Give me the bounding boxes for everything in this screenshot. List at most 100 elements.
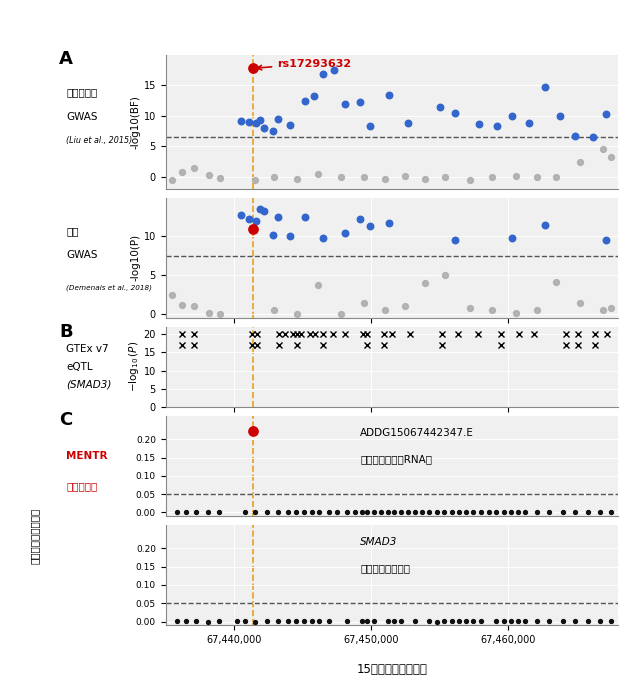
Point [336, 308, 346, 319]
Point [606, 302, 616, 313]
Point [255, 114, 265, 125]
Point [290, 507, 301, 518]
Point [484, 506, 494, 517]
Point [268, 126, 278, 137]
Point [168, 174, 178, 185]
Point [506, 616, 516, 627]
Point [606, 506, 616, 517]
Point [250, 507, 260, 518]
Point [380, 305, 390, 316]
Text: A: A [59, 49, 73, 67]
Point [357, 506, 367, 517]
Point [244, 117, 254, 128]
Point [355, 96, 366, 107]
Point [598, 305, 608, 316]
Point [313, 279, 323, 290]
Text: GTEx v7: GTEx v7 [66, 344, 109, 354]
Point [341, 507, 352, 518]
Point [215, 308, 225, 319]
Text: ADDG15067442347.E: ADDG15067442347.E [360, 428, 474, 438]
Point [454, 616, 464, 627]
Text: GWAS: GWAS [66, 111, 97, 122]
Text: GWAS: GWAS [66, 250, 97, 260]
Point [250, 175, 260, 186]
Point [417, 506, 427, 517]
Point [424, 616, 434, 627]
Point [273, 212, 283, 223]
Point [468, 616, 478, 627]
Point [262, 506, 272, 517]
Point [292, 308, 303, 319]
Point [290, 616, 301, 627]
Point [299, 506, 309, 517]
Point [285, 231, 296, 242]
Point [551, 172, 561, 183]
Point [365, 121, 375, 132]
Point [259, 205, 269, 216]
Point [570, 616, 580, 627]
Text: B: B [59, 323, 73, 341]
Point [359, 297, 369, 308]
Text: （エンハンサーRNA）: （エンハンサーRNA） [360, 454, 432, 464]
Point [601, 234, 611, 245]
Point [401, 301, 411, 312]
Point [214, 506, 224, 517]
Point [389, 506, 399, 517]
Point [499, 616, 509, 627]
Point [487, 171, 497, 182]
Point [357, 616, 367, 627]
Point [171, 507, 182, 518]
Point [285, 120, 296, 131]
Point [475, 118, 485, 129]
Point [355, 214, 366, 225]
Point [362, 506, 372, 517]
Point [601, 109, 611, 120]
Point [247, 426, 257, 437]
Text: 変異効果量の絶対値: 変異効果量の絶対値 [30, 508, 40, 564]
Point [189, 162, 199, 173]
Text: MENTR: MENTR [66, 451, 108, 461]
Point [177, 300, 187, 311]
Point [465, 302, 475, 313]
Point [447, 616, 457, 627]
Point [299, 616, 309, 627]
Point [359, 171, 369, 182]
Point [365, 220, 375, 231]
Point [308, 91, 318, 102]
Point [314, 506, 324, 517]
Point [251, 215, 261, 226]
Point [204, 170, 215, 181]
Point [506, 506, 516, 517]
Point [215, 172, 225, 183]
Point [532, 616, 542, 627]
Point [324, 616, 334, 627]
Point [595, 506, 605, 517]
Point [300, 212, 310, 223]
Point [247, 224, 257, 235]
Point [236, 115, 246, 126]
Point [313, 168, 323, 179]
Point [203, 507, 213, 518]
Point [507, 232, 517, 243]
Point [250, 616, 260, 627]
Point [487, 305, 497, 316]
Point [540, 219, 550, 230]
Point [450, 107, 460, 118]
Point [300, 95, 310, 106]
Point [214, 616, 224, 627]
Point [570, 131, 580, 142]
Text: (Demenais et al., 2018): (Demenais et al., 2018) [66, 284, 152, 291]
Point [461, 506, 471, 517]
Point [369, 507, 379, 518]
Point [499, 507, 509, 518]
Text: (Liu et al., 2015): (Liu et al., 2015) [66, 136, 132, 145]
Point [236, 209, 246, 220]
Point [410, 506, 420, 517]
Text: (SMAD3): (SMAD3) [66, 379, 111, 390]
Point [190, 616, 201, 627]
Point [314, 616, 324, 627]
Point [532, 171, 542, 182]
Y-axis label: $-\log_{10}(P)$: $-\log_{10}(P)$ [127, 341, 141, 392]
Point [606, 616, 616, 627]
Point [384, 218, 394, 229]
